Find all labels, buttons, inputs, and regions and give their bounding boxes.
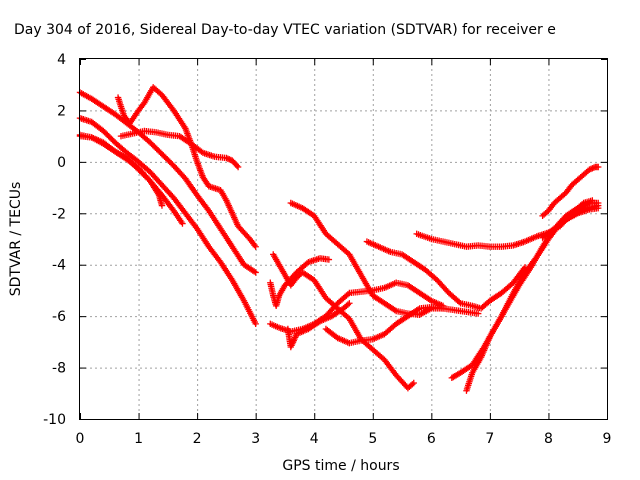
data-point	[252, 269, 259, 276]
data-point	[233, 162, 241, 169]
data-point	[414, 306, 422, 313]
y-tick-labels: -10 -8 -6 -4 -2 0 2 4	[43, 52, 66, 428]
x-tick-labels: 0 1 2 3 4 5 6 7 8 9	[76, 431, 612, 447]
series-6	[117, 127, 242, 171]
series-16	[463, 202, 602, 394]
data-point	[391, 306, 398, 314]
x-tick-label: 3	[251, 431, 260, 447]
data-point	[158, 202, 166, 209]
y-axis-label: SDTVAR / TECUs	[8, 182, 24, 297]
y-tick-label: -10	[43, 412, 66, 428]
data-point	[252, 243, 259, 250]
y-tick-label: 0	[57, 155, 66, 171]
x-tick-label: 4	[310, 431, 319, 447]
x-tick-label: 8	[544, 431, 553, 447]
y-tick-label: -2	[52, 206, 66, 222]
y-tick-label: -4	[52, 258, 66, 274]
data-point	[346, 300, 353, 307]
y-tick-label: -8	[52, 361, 66, 377]
series-18	[539, 204, 602, 241]
x-tick-label: 6	[427, 431, 436, 447]
data-point	[409, 381, 416, 388]
x-tick-label: 0	[76, 431, 85, 447]
series-14	[413, 197, 596, 250]
y-tick-label: 4	[57, 52, 66, 68]
series-1	[76, 89, 259, 276]
series-15	[448, 199, 602, 382]
series-5	[114, 84, 259, 250]
data-point	[595, 163, 602, 171]
series-7	[267, 255, 333, 310]
series-10	[284, 300, 353, 351]
data-point	[595, 204, 602, 212]
x-tick-label: 2	[193, 431, 202, 447]
data-point	[455, 298, 463, 306]
series-17	[539, 163, 602, 220]
chart-title: Day 304 of 2016, Sidereal Day-to-day VTE…	[14, 22, 556, 38]
y-tick-label: -6	[52, 309, 66, 325]
axis-ticks	[80, 59, 608, 420]
data-point	[344, 301, 352, 308]
plot-frame	[79, 58, 608, 420]
x-axis-label: GPS time / hours	[282, 458, 399, 474]
x-tick-label: 9	[603, 431, 612, 447]
data-point	[252, 320, 259, 328]
x-tick-label: 5	[368, 431, 377, 447]
data-point	[234, 163, 242, 171]
series-9	[267, 279, 447, 335]
series-2	[76, 114, 259, 328]
series-4	[76, 131, 186, 227]
data-point	[325, 256, 333, 263]
series-12	[322, 303, 482, 347]
data-point	[251, 268, 258, 275]
data-marks	[76, 84, 602, 394]
data-point	[410, 379, 417, 387]
series-8	[270, 251, 417, 392]
x-tick-label: 1	[134, 431, 143, 447]
data-point	[179, 220, 186, 227]
data-point	[474, 310, 482, 317]
y-tick-label: 2	[57, 103, 66, 119]
data-point	[344, 291, 352, 298]
x-tick-label: 7	[485, 431, 494, 447]
